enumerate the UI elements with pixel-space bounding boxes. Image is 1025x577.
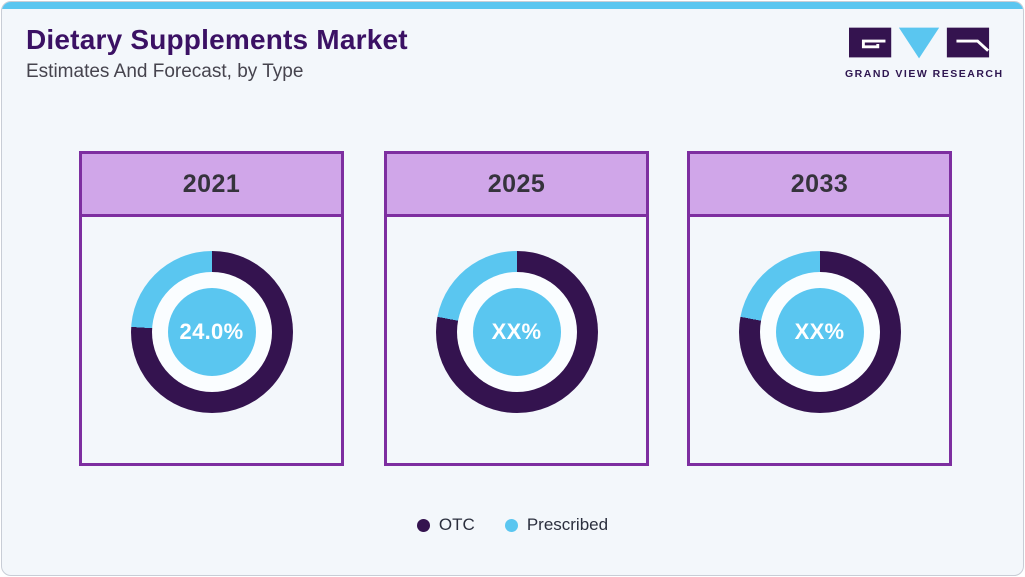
year-label: 2021 bbox=[182, 169, 241, 198]
card-body: XX% bbox=[690, 217, 949, 460]
year-label: 2025 bbox=[487, 169, 546, 198]
legend: OTC Prescribed bbox=[2, 515, 1023, 535]
brand-logo: GRAND VIEW RESEARCH bbox=[845, 26, 1004, 80]
legend-label-prescribed: Prescribed bbox=[526, 515, 609, 534]
otc-color-dot bbox=[416, 518, 430, 532]
page-subtitle: Estimates And Forecast, by Type bbox=[26, 61, 304, 82]
year-header: 2025 bbox=[387, 154, 646, 217]
card-body: 24.0% bbox=[82, 217, 341, 460]
brand-name: GRAND VIEW RESEARCH bbox=[845, 68, 1004, 80]
year-card-2025: 2025 XX% bbox=[384, 151, 649, 466]
year-card-2021: 2021 24.0% bbox=[79, 151, 344, 466]
donut-chart-2033: XX% bbox=[738, 250, 901, 413]
donut-center: XX% bbox=[472, 287, 561, 376]
card-body: XX% bbox=[387, 217, 646, 460]
header: Dietary Supplements Market Estimates And… bbox=[26, 24, 408, 83]
donut-center: XX% bbox=[775, 287, 864, 376]
gvr-logo-icon bbox=[849, 27, 990, 59]
legend-item-prescribed: Prescribed bbox=[504, 515, 609, 535]
donut-center-label: 24.0% bbox=[179, 318, 244, 344]
year-header: 2033 bbox=[690, 154, 949, 217]
year-card-2033: 2033 XX% bbox=[687, 151, 952, 466]
top-accent-bar bbox=[2, 2, 1023, 9]
page-title: Dietary Supplements Market bbox=[26, 24, 408, 55]
year-header: 2021 bbox=[82, 154, 341, 217]
year-label: 2033 bbox=[790, 169, 849, 198]
donut-chart-2021: 24.0% bbox=[130, 250, 293, 413]
donut-center: 24.0% bbox=[167, 287, 256, 376]
legend-label-otc: OTC bbox=[438, 515, 475, 534]
legend-item-otc: OTC bbox=[416, 515, 475, 535]
donut-center-label: XX% bbox=[491, 318, 542, 344]
prescribed-color-dot bbox=[504, 518, 518, 532]
donut-chart-2025: XX% bbox=[435, 250, 598, 413]
donut-center-label: XX% bbox=[794, 318, 845, 344]
